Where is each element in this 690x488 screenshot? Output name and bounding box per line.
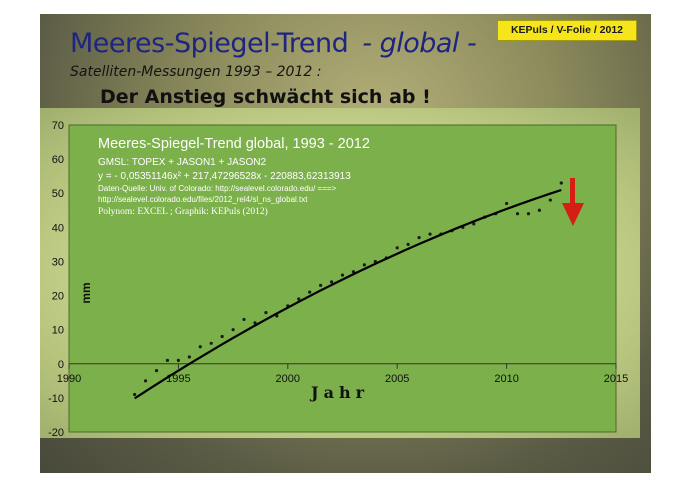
slide-headline: Der Anstieg schwächt sich ab ! xyxy=(100,86,431,108)
y-tick-label: 60 xyxy=(52,154,64,166)
chart-info-line-3: Daten-Quelle: Univ. of Colorado: http://… xyxy=(98,184,337,193)
data-point xyxy=(395,246,399,250)
data-point xyxy=(275,314,279,318)
data-point xyxy=(515,212,520,216)
x-tick-label: 2000 xyxy=(276,373,300,385)
sea-level-chart: -20 -10 0 10 20 30 40 50 60 70 1990 1995 2000 2005 20… xyxy=(40,108,640,438)
y-tick-label: 0 xyxy=(58,359,64,371)
x-tick-label: 2015 xyxy=(604,373,628,385)
y-tick-label: 50 xyxy=(52,188,64,200)
x-axis: 1990 1995 2000 2005 2010 2015 xyxy=(57,363,628,385)
data-point xyxy=(548,198,552,202)
data-point xyxy=(428,232,432,236)
data-point xyxy=(406,242,410,246)
data-point xyxy=(209,341,213,345)
y-axis-label: mm xyxy=(79,282,93,303)
data-point xyxy=(297,297,301,301)
data-point xyxy=(253,321,257,325)
x-tick-label: 2005 xyxy=(385,373,409,385)
data-point xyxy=(472,222,476,226)
data-point xyxy=(319,283,323,287)
y-tick-label: -10 xyxy=(48,393,64,405)
data-point xyxy=(340,273,345,277)
data-point xyxy=(559,181,563,185)
data-point xyxy=(417,235,421,240)
chart-info-line-1: GMSL: TOPEX + JASON1 + JASON2 xyxy=(98,157,266,168)
data-point xyxy=(329,280,334,284)
data-point xyxy=(231,328,235,332)
chart-info-line-4: http://sealevel.colorado.edu/files/2012_… xyxy=(98,195,308,204)
chart-title: Meeres-Spiegel-Trend global, 1993 - 2012 xyxy=(98,136,370,152)
data-point xyxy=(308,290,312,294)
y-tick-label: 10 xyxy=(52,325,64,337)
x-tick-label: 2010 xyxy=(494,373,518,385)
arrow-head xyxy=(562,203,584,226)
red-down-arrow-icon xyxy=(562,178,584,226)
x-axis-label: Jahr xyxy=(309,383,369,402)
y-tick-label: 70 xyxy=(52,120,64,132)
slide-subtitle: Satelliten-Messungen 1993 – 2012 : xyxy=(70,64,322,80)
chart-formula: y = - 0,05351146x² + 217,47296528x - 220… xyxy=(98,171,351,182)
arrow-shaft xyxy=(570,178,575,212)
x-tick-label: 1995 xyxy=(166,373,190,385)
trend-line xyxy=(134,188,562,400)
data-point xyxy=(198,345,202,349)
slide-title: Meeres-Spiegel-Trend - global - xyxy=(70,28,477,59)
data-point xyxy=(362,263,366,267)
data-point xyxy=(351,270,356,274)
data-point xyxy=(154,369,159,373)
y-tick-label: 30 xyxy=(52,256,64,268)
y-tick-label: 40 xyxy=(52,222,64,234)
slide-title-main: Meeres-Spiegel-Trend xyxy=(70,28,349,59)
y-tick-label: 20 xyxy=(52,291,64,303)
data-point xyxy=(143,379,148,383)
slide-title-sub: - global - xyxy=(362,28,477,59)
data-point xyxy=(505,201,509,206)
data-point xyxy=(537,208,542,212)
y-axis: -20 -10 0 10 20 30 40 50 60 70 xyxy=(48,120,64,438)
data-point xyxy=(220,334,224,339)
data-point xyxy=(176,358,180,362)
data-point xyxy=(264,311,268,315)
data-point xyxy=(187,355,191,359)
data-point xyxy=(526,212,531,216)
data-point xyxy=(133,392,137,397)
slide-tag: KEPuls / V-Folie / 2012 xyxy=(497,20,637,41)
data-point xyxy=(165,358,170,362)
data-point xyxy=(242,317,246,322)
x-tick-label: 1990 xyxy=(57,373,81,385)
y-tick-label: -20 xyxy=(48,427,64,438)
chart-info-line-5: Polynom: EXCEL ; Graphik: KEPuls (2012) xyxy=(98,206,268,217)
